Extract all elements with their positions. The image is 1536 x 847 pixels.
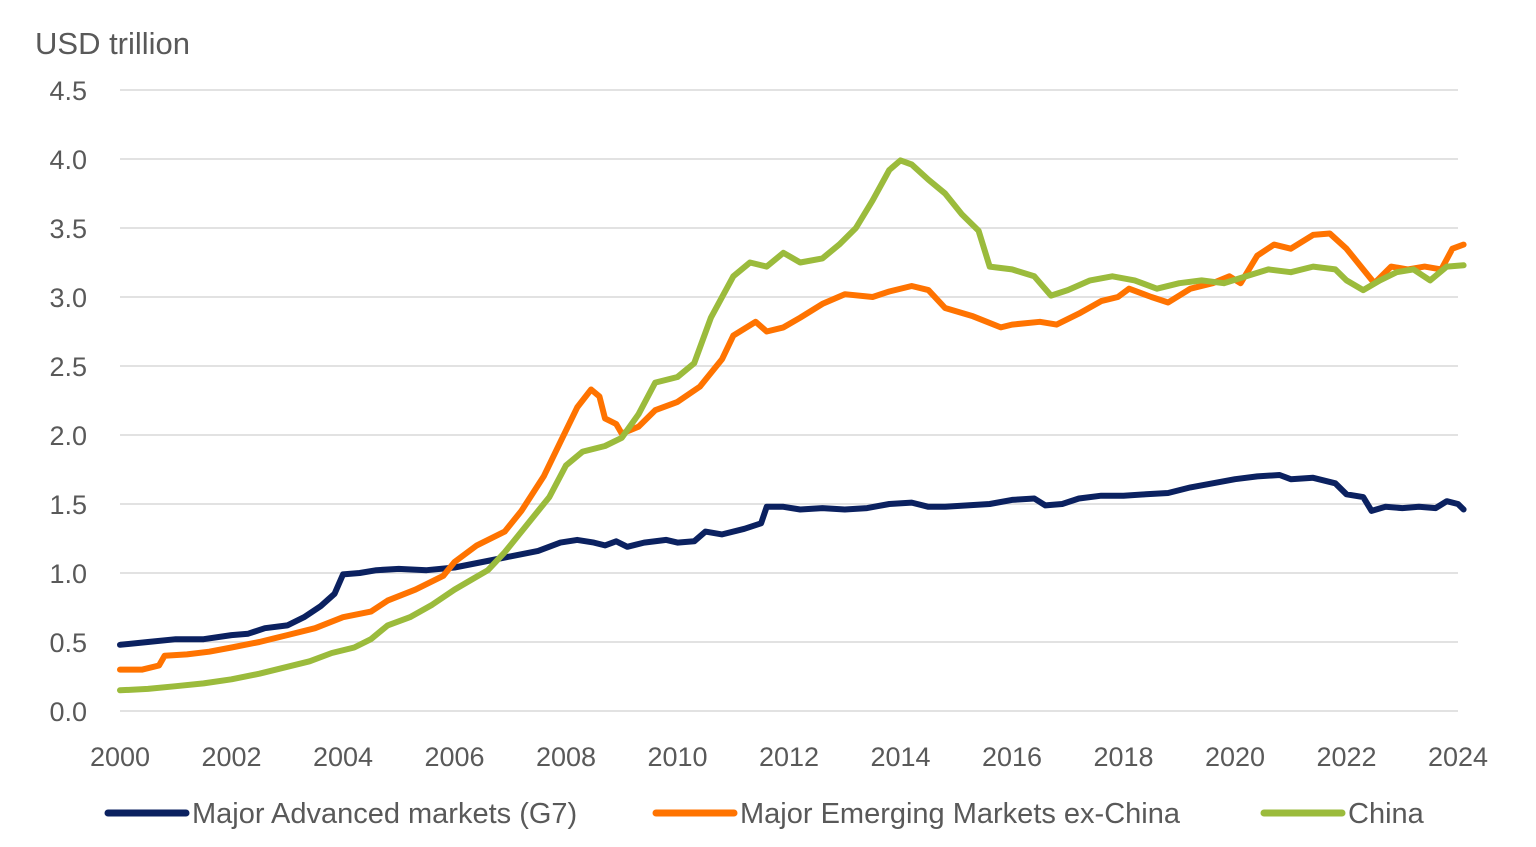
x-tick-label: 2014 bbox=[870, 742, 930, 772]
grid-lines bbox=[120, 89, 1458, 712]
x-tick-label: 2020 bbox=[1205, 742, 1265, 772]
x-axis-ticks: 2000 2002 2004 2006 2008 2010 2012 2014 2016 2018… bbox=[90, 742, 1488, 772]
y-tick-label: 2.5 bbox=[49, 352, 87, 382]
x-tick-label: 2012 bbox=[759, 742, 819, 772]
legend: Major Advanced markets (G7) Major Emergin… bbox=[104, 798, 1425, 830]
x-tick-label: 2004 bbox=[313, 742, 373, 772]
y-tick-label: 4.0 bbox=[49, 145, 87, 175]
y-tick-label: 3.5 bbox=[49, 214, 87, 244]
legend-label-0: Major Advanced markets (G7) bbox=[192, 798, 577, 830]
y-tick-label: 2.0 bbox=[49, 421, 87, 451]
x-tick-label: 2016 bbox=[982, 742, 1042, 772]
x-tick-label: 2024 bbox=[1428, 742, 1488, 772]
series-line-1 bbox=[117, 230, 1467, 673]
y-tick-label: 1.5 bbox=[49, 490, 87, 520]
y-tick-label: 1.0 bbox=[49, 559, 87, 589]
y-tick-label: 3.0 bbox=[49, 283, 87, 313]
series-line-0 bbox=[117, 472, 1467, 648]
x-tick-label: 2002 bbox=[201, 742, 261, 772]
x-tick-label: 2022 bbox=[1316, 742, 1376, 772]
x-tick-label: 2018 bbox=[1093, 742, 1153, 772]
x-tick-label: 2010 bbox=[647, 742, 707, 772]
y-tick-label: 4.5 bbox=[49, 76, 87, 106]
y-tick-label: 0.5 bbox=[49, 628, 87, 658]
x-tick-label: 2008 bbox=[536, 742, 596, 772]
x-tick-label: 2000 bbox=[90, 742, 150, 772]
legend-label-1: Major Emerging Markets ex-China bbox=[740, 798, 1181, 830]
y-tick-label: 0.0 bbox=[49, 697, 87, 727]
series-line-2 bbox=[117, 157, 1467, 694]
y-axis-ticks: 0.0 0.5 1.0 1.5 2.0 2.5 3.0 3.5 4.0 4.5 bbox=[49, 76, 87, 727]
series-lines bbox=[117, 157, 1467, 694]
y-axis-unit-label: USD trillion bbox=[35, 26, 190, 61]
x-tick-label: 2006 bbox=[424, 742, 484, 772]
legend-label-2: China bbox=[1348, 798, 1425, 830]
